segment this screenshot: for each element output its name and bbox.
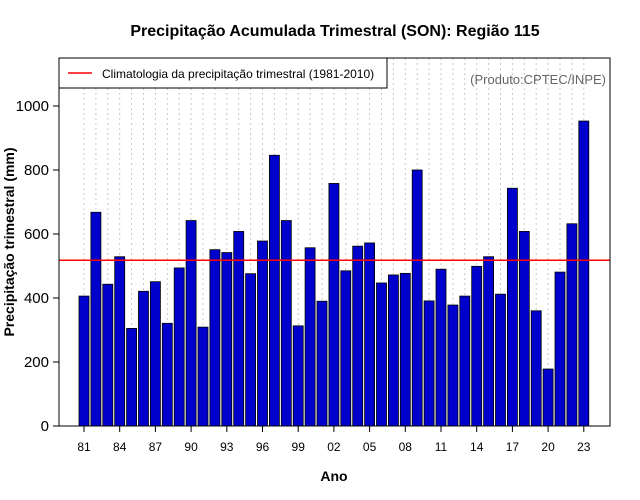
y-tick-label-200: 200 <box>24 354 49 371</box>
bar-2002 <box>328 183 340 427</box>
x-tick-label-1990: 90 <box>184 440 198 454</box>
y-tick-label-600: 600 <box>24 226 49 243</box>
legend-box <box>58 57 388 89</box>
bar-2016 <box>495 293 506 427</box>
source-credit: (Produto:CPTEC/INPE) <box>470 72 606 87</box>
x-tick-label-2014: 14 <box>470 440 484 454</box>
x-tick-label-1984: 84 <box>113 440 127 454</box>
bar-1985 <box>126 327 137 427</box>
bar-1997 <box>268 154 280 427</box>
bar-2000 <box>304 247 316 427</box>
bar-1987 <box>149 281 161 427</box>
bar-1999 <box>292 325 304 427</box>
bar-2008 <box>399 272 411 427</box>
bar-2005 <box>364 242 376 427</box>
chart-title: Precipitação Acumulada Trimestral (SON):… <box>130 23 539 40</box>
x-tick-label-1996: 96 <box>256 440 270 454</box>
x-tick-label-1987: 87 <box>149 440 163 454</box>
bar-2011 <box>435 268 447 427</box>
y-tick-label-400: 400 <box>24 290 49 307</box>
bar-2015 <box>483 256 495 427</box>
bar-1986 <box>138 290 149 427</box>
bar-1995 <box>245 273 257 427</box>
bar-1996 <box>257 240 268 427</box>
x-tick-label-1999: 99 <box>292 440 306 454</box>
bar-1983 <box>102 283 114 427</box>
x-tick-label-2017: 17 <box>506 440 520 454</box>
bar-2013 <box>459 295 471 427</box>
bar-2014 <box>471 265 483 427</box>
x-tick-label-2002: 02 <box>327 440 341 454</box>
bar-2017 <box>506 187 518 427</box>
y-tick-label-0: 0 <box>41 418 49 435</box>
bar-2009 <box>411 169 423 427</box>
legend: Climatologia da precipitação trimestral … <box>58 57 388 89</box>
bar-1988 <box>161 322 173 427</box>
bar-2010 <box>423 300 435 427</box>
bar-2020 <box>542 368 554 427</box>
x-tick-label-2020: 20 <box>541 440 555 454</box>
bar-1998 <box>280 220 292 427</box>
bar-2003 <box>340 270 352 427</box>
bar-2021 <box>554 271 566 427</box>
bar-2019 <box>530 310 542 427</box>
y-tick-label-800: 800 <box>24 162 49 179</box>
x-tick-label-1981: 81 <box>77 440 91 454</box>
bar-1993 <box>221 252 233 427</box>
x-axis-title: Ano <box>320 468 347 484</box>
legend-label: Climatologia da precipitação trimestral … <box>102 67 374 81</box>
y-axis-title: Precipitação trimestral (mm) <box>1 147 17 336</box>
bar-2022 <box>566 223 578 427</box>
bar-1984 <box>114 256 126 427</box>
bar-2001 <box>316 300 328 427</box>
x-tick-label-2005: 05 <box>363 440 377 454</box>
bar-2012 <box>447 304 459 427</box>
y-axis: 0 200 400 600 800 1000 <box>16 98 59 435</box>
bar-1981 <box>78 295 90 427</box>
bar-1992 <box>209 249 221 427</box>
bars <box>78 120 590 427</box>
x-axis: 81 84 87 90 93 96 99 02 05 08 11 14 17 20 23 <box>77 426 591 454</box>
x-tick-label-2008: 08 <box>399 440 413 454</box>
bar-1990 <box>185 220 197 427</box>
bar-1991 <box>197 326 209 427</box>
x-tick-label-2011: 11 <box>435 440 448 454</box>
bar-2023 <box>578 120 590 427</box>
x-tick-label-2023: 23 <box>577 440 591 454</box>
bar-1989 <box>173 267 185 427</box>
bar-2006 <box>376 282 387 427</box>
bar-1982 <box>90 211 102 427</box>
bar-2004 <box>352 245 364 427</box>
y-tick-label-1000: 1000 <box>16 98 49 115</box>
bar-2007 <box>387 274 399 427</box>
x-tick-label-1993: 93 <box>220 440 234 454</box>
